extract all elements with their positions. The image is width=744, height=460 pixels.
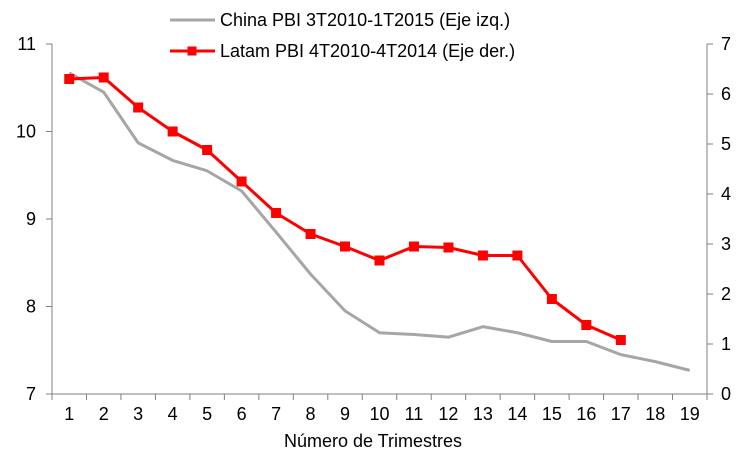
right-tick-label: 6 [721, 84, 731, 104]
data-point [202, 145, 213, 155]
data-point [408, 241, 419, 252]
right-tick-label: 3 [721, 234, 731, 254]
legend-marker-latam [187, 46, 197, 56]
legend-label-china: China PBI 3T2010-1T2015 (Eje izq.) [220, 10, 510, 30]
x-tick-label: 11 [405, 404, 424, 424]
data-point [133, 102, 144, 113]
x-tick-label: 2 [99, 404, 109, 424]
data-point [512, 250, 523, 261]
x-tick-label: 14 [507, 404, 527, 424]
legend: China PBI 3T2010-1T2015 (Eje izq.) Latam… [170, 10, 515, 61]
x-tick-label: 4 [168, 404, 178, 424]
data-point [546, 294, 557, 304]
right-tick-label: 4 [721, 184, 731, 204]
x-tick-label: 17 [611, 404, 631, 424]
legend-label-latam: Latam PBI 4T2010-4T2014 (Eje der.) [220, 41, 515, 61]
right-tick-label: 1 [721, 334, 731, 354]
x-tick-label: 19 [680, 404, 700, 424]
right-tick-label: 5 [721, 134, 731, 154]
left-tick-label: 7 [26, 384, 36, 404]
x-tick-label: 7 [271, 404, 281, 424]
data-point [64, 74, 75, 84]
data-point [236, 176, 247, 187]
right-tick-label: 0 [721, 384, 731, 404]
x-tick-label: 16 [576, 404, 596, 424]
data-point [271, 208, 282, 218]
data-point [443, 242, 454, 253]
data-point [581, 320, 592, 330]
x-tick-label: 13 [473, 404, 493, 424]
x-tick-label: 6 [237, 404, 247, 424]
data-point [615, 335, 626, 345]
data-point [340, 241, 351, 252]
x-tick-label: 8 [306, 404, 316, 424]
left-tick-label: 11 [17, 34, 36, 54]
x-tick-label: 5 [202, 404, 212, 424]
right-tick-label: 7 [721, 34, 731, 54]
data-point [374, 255, 385, 266]
x-tick-label: 12 [438, 404, 458, 424]
left-tick-label: 8 [26, 297, 36, 317]
x-tick-label: 15 [542, 404, 562, 424]
x-tick-label: 18 [645, 404, 665, 424]
data-point [477, 250, 488, 261]
right-tick-label: 2 [721, 284, 731, 304]
x-axis-title: Número de Trimestres [284, 431, 462, 451]
x-tick-label: 3 [133, 404, 143, 424]
x-tick-label: 1 [64, 404, 74, 424]
series-line-latam [69, 76, 622, 342]
data-point [98, 72, 109, 83]
left-tick-label: 10 [16, 122, 36, 142]
x-tick-label: 9 [340, 404, 350, 424]
left-tick-label: 9 [26, 209, 36, 229]
series-line-china [68, 71, 691, 372]
x-tick-label: 10 [369, 404, 389, 424]
data-point [305, 229, 316, 239]
data-point [167, 126, 178, 137]
series-layer [64, 71, 691, 372]
